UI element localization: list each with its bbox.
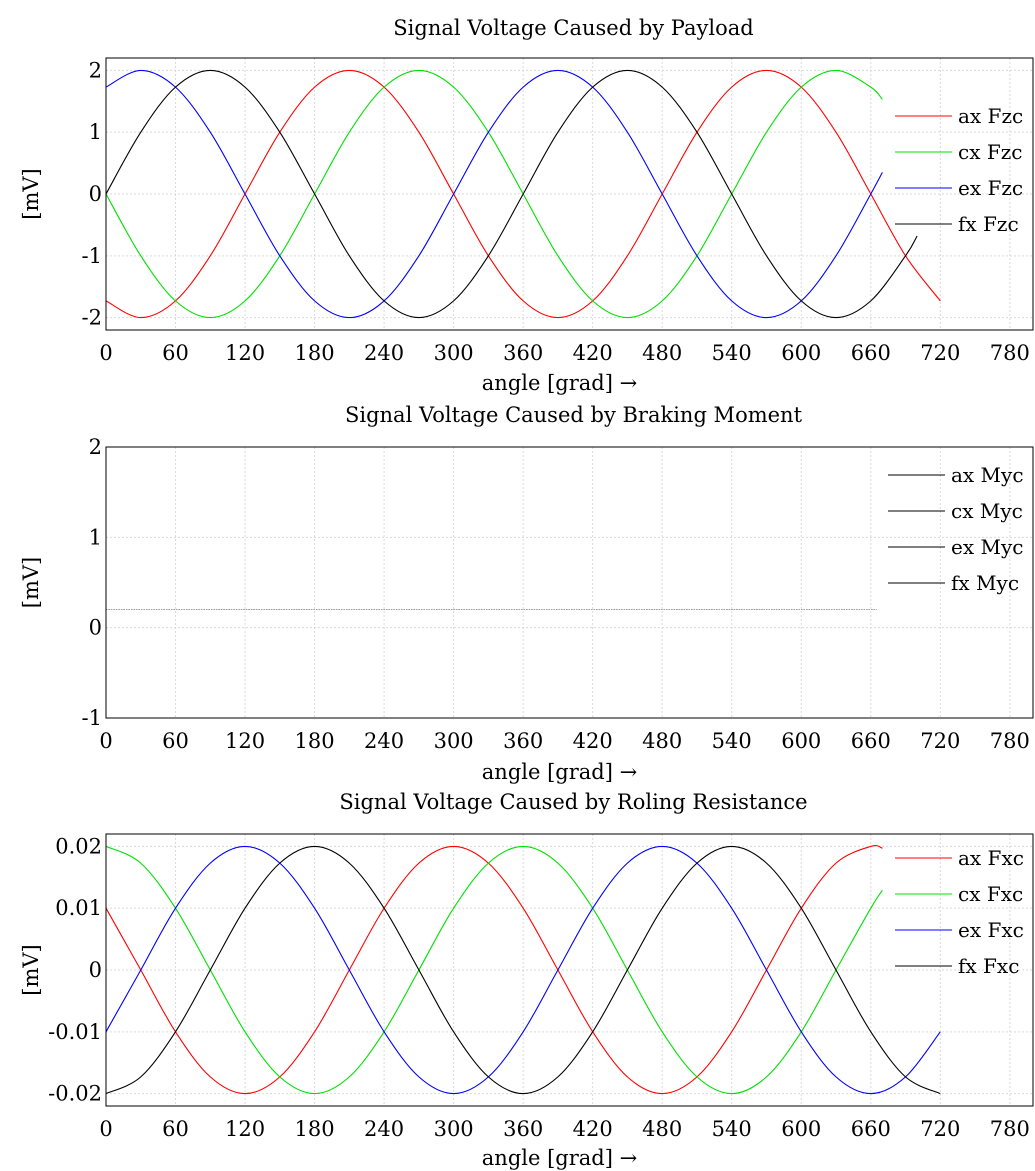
y-axis-label: [mV] bbox=[19, 944, 43, 995]
x-tick-label: 780 bbox=[990, 341, 1030, 365]
series-line-cx-fxc bbox=[105, 845, 883, 1095]
legend-entry-label: cx Fxc bbox=[958, 882, 1023, 906]
x-tick-label: 180 bbox=[295, 341, 335, 365]
y-tick-label: 2 bbox=[89, 58, 102, 82]
y-tick-label: -1 bbox=[82, 244, 102, 268]
legend-entry-label: fx Myc bbox=[951, 571, 1019, 595]
legend-entry-label: ex Fxc bbox=[958, 918, 1024, 942]
axes-box bbox=[105, 446, 1034, 719]
x-tick-label: 0 bbox=[99, 729, 112, 753]
x-tick-label: 480 bbox=[642, 1117, 682, 1141]
series-line-fx-fxc bbox=[105, 845, 941, 1095]
x-tick-label: 540 bbox=[712, 341, 752, 365]
chart-panel-2: 0 60 120 180 240 300 360 420 480 540 600 660 720 780-… bbox=[19, 403, 1034, 784]
y-tick-label: -1 bbox=[82, 706, 102, 730]
y-tick-label: 2 bbox=[89, 435, 102, 459]
x-tick-label: 660 bbox=[851, 729, 891, 753]
y-tick-label: 1 bbox=[89, 525, 102, 549]
x-tick-label: 300 bbox=[434, 1117, 474, 1141]
x-tick-label: 0 bbox=[99, 341, 112, 365]
legend-entry-label: ex Myc bbox=[951, 535, 1023, 559]
legend-entry-label: ex Fzc bbox=[958, 176, 1023, 200]
x-tick-label: 0 bbox=[99, 1117, 112, 1141]
legend-entry-label: ax Fzc bbox=[958, 104, 1023, 128]
y-tick-label: -0.02 bbox=[48, 1082, 102, 1106]
x-tick-label: 300 bbox=[434, 341, 474, 365]
series-line-cx-fzc bbox=[105, 69, 883, 319]
x-tick-label: 120 bbox=[225, 1117, 265, 1141]
x-tick-label: 240 bbox=[364, 1117, 404, 1141]
series-line-ax-fxc bbox=[105, 845, 883, 1095]
x-tick-label: 120 bbox=[225, 729, 265, 753]
legend-entry-label: cx Myc bbox=[951, 499, 1023, 523]
y-tick-label: -2 bbox=[82, 306, 102, 330]
series-line-fx-fzc bbox=[105, 69, 918, 319]
x-tick-label: 300 bbox=[434, 729, 474, 753]
x-tick-label: 420 bbox=[573, 1117, 613, 1141]
y-tick-label: 0 bbox=[89, 182, 102, 206]
y-axis-label: [mV] bbox=[19, 557, 43, 608]
legend-entry-label: ax Fxc bbox=[958, 846, 1024, 870]
chart-title: Signal Voltage Caused by Roling Resistan… bbox=[339, 790, 807, 814]
plot-area bbox=[106, 447, 1033, 718]
x-axis-label: angle [grad] → bbox=[482, 371, 637, 395]
series-line-ex-fzc bbox=[105, 69, 883, 319]
x-axis-label: angle [grad] → bbox=[482, 1146, 637, 1170]
chart-panel-3: 0 60 120 180 240 300 360 420 480 540 600 660 720 780 -… bbox=[19, 790, 1034, 1170]
x-tick-label: 360 bbox=[503, 341, 543, 365]
x-tick-label: 780 bbox=[990, 1117, 1030, 1141]
x-tick-label: 660 bbox=[851, 341, 891, 365]
x-tick-label: 480 bbox=[642, 341, 682, 365]
axes-box bbox=[105, 833, 1034, 1107]
chart-title: Signal Voltage Caused by Payload bbox=[393, 16, 753, 40]
x-tick-label: 240 bbox=[364, 341, 404, 365]
y-tick-label: 0 bbox=[89, 616, 102, 640]
x-tick-label: 60 bbox=[162, 341, 189, 365]
x-tick-label: 60 bbox=[162, 1117, 189, 1141]
x-tick-label: 180 bbox=[295, 1117, 335, 1141]
y-axis-label: [mV] bbox=[19, 168, 43, 219]
x-tick-label: 360 bbox=[503, 729, 543, 753]
legend-entry-label: fx Fzc bbox=[958, 212, 1019, 236]
x-tick-label: 660 bbox=[851, 1117, 891, 1141]
x-tick-label: 120 bbox=[225, 341, 265, 365]
x-tick-label: 60 bbox=[162, 729, 189, 753]
legend-entry-label: ax Myc bbox=[951, 463, 1024, 487]
x-tick-label: 420 bbox=[573, 729, 613, 753]
axes-box bbox=[105, 57, 1034, 331]
y-tick-label: 0.02 bbox=[55, 834, 102, 858]
x-tick-label: 780 bbox=[990, 729, 1030, 753]
chart-panel-1: 0 60 120 180 240 300 360 420 480 540 600 660 720 780-… bbox=[19, 16, 1034, 395]
y-tick-label: 1 bbox=[89, 120, 102, 144]
chart-title: Signal Voltage Caused by Braking Moment bbox=[345, 403, 803, 427]
x-tick-label: 360 bbox=[503, 1117, 543, 1141]
legend-entry-label: fx Fxc bbox=[958, 954, 1019, 978]
x-axis-label: angle [grad] → bbox=[482, 760, 637, 784]
x-tick-label: 240 bbox=[364, 729, 404, 753]
x-tick-label: 540 bbox=[712, 1117, 752, 1141]
x-tick-label: 600 bbox=[781, 729, 821, 753]
x-tick-label: 420 bbox=[573, 341, 613, 365]
x-tick-label: 600 bbox=[781, 1117, 821, 1141]
x-tick-label: 540 bbox=[712, 729, 752, 753]
legend-entry-label: cx Fzc bbox=[958, 140, 1022, 164]
x-tick-label: 720 bbox=[920, 341, 960, 365]
x-tick-label: 480 bbox=[642, 729, 682, 753]
x-tick-label: 720 bbox=[920, 729, 960, 753]
x-tick-label: 720 bbox=[920, 1117, 960, 1141]
series-line-ex-fxc bbox=[105, 845, 941, 1095]
y-tick-label: 0.01 bbox=[55, 896, 102, 920]
x-tick-label: 180 bbox=[295, 729, 335, 753]
y-tick-label: 0 bbox=[89, 958, 102, 982]
x-tick-label: 600 bbox=[781, 341, 821, 365]
y-tick-label: -0.01 bbox=[48, 1020, 102, 1044]
